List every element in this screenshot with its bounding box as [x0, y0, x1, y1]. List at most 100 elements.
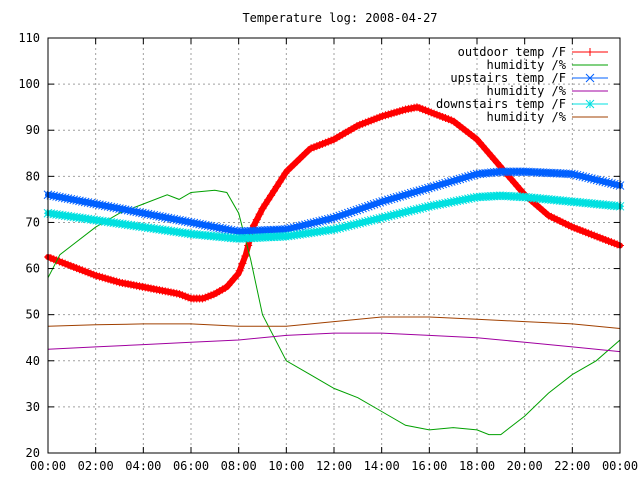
- data-point: [372, 214, 382, 224]
- data-point: [435, 199, 445, 209]
- data-point: [292, 222, 302, 232]
- data-point: [415, 186, 425, 195]
- data-point: [412, 187, 422, 196]
- data-point: [332, 212, 342, 222]
- data-point: [152, 211, 162, 221]
- data-point: [343, 221, 353, 231]
- data-point: [149, 210, 159, 220]
- data-point: [77, 197, 87, 206]
- series-line: [47, 316, 621, 329]
- data-point: [421, 202, 430, 212]
- axis-layer: 20 30 40 50 60 70 80 90 100 110 00:00 02:00 04:00 06:…: [18, 31, 638, 473]
- data-point: [406, 188, 416, 198]
- data-point: [378, 197, 387, 206]
- data-point: [452, 196, 462, 206]
- x-tick-label: 18:00: [459, 459, 495, 473]
- x-tick-label: 00:00: [602, 459, 638, 473]
- data-point: [587, 174, 596, 183]
- data-point: [458, 195, 468, 205]
- data-point: [183, 217, 193, 227]
- legend-item: humidity /%: [487, 84, 608, 98]
- data-point: [241, 251, 250, 260]
- data-point: [363, 216, 373, 226]
- data-point: [372, 198, 382, 208]
- data-point: [361, 202, 370, 212]
- data-point: [441, 198, 450, 208]
- data-point: [338, 210, 347, 220]
- data-point: [455, 196, 465, 205]
- data-point: [215, 223, 224, 233]
- data-point: [278, 173, 287, 182]
- data-point: [438, 179, 448, 189]
- data-point: [418, 185, 428, 195]
- data-point: [318, 216, 327, 225]
- data-point: [415, 204, 425, 213]
- data-point: [178, 216, 187, 226]
- chart-title: Temperature log: 2008-04-27: [242, 11, 437, 25]
- data-point: [424, 183, 433, 193]
- data-point: [389, 210, 399, 220]
- data-point: [203, 221, 213, 231]
- data-point: [341, 222, 350, 231]
- data-point: [103, 202, 113, 211]
- data-point: [383, 211, 393, 221]
- data-point: [55, 192, 64, 202]
- legend-marker: [585, 73, 595, 83]
- data-point: [83, 198, 93, 207]
- y-tick-label: 60: [26, 262, 40, 276]
- series-1: [47, 189, 621, 436]
- data-point: [335, 223, 345, 233]
- data-point: [358, 203, 367, 213]
- data-point: [464, 172, 473, 181]
- data-point: [386, 194, 396, 204]
- data-point: [138, 208, 147, 218]
- data-point: [429, 182, 439, 191]
- data-point: [69, 195, 79, 205]
- data-point: [97, 200, 107, 210]
- data-point: [398, 191, 407, 200]
- data-point: [209, 222, 219, 232]
- data-point: [329, 213, 339, 223]
- x-tick-label: 20:00: [507, 459, 543, 473]
- data-point: [298, 221, 307, 230]
- data-point: [289, 223, 299, 232]
- data-point: [140, 209, 150, 218]
- data-point: [572, 170, 582, 180]
- legend-label: outdoor temp /F: [458, 45, 566, 59]
- data-point: [158, 212, 167, 222]
- data-point: [592, 175, 602, 185]
- data-point: [444, 177, 453, 187]
- data-point: [132, 207, 142, 217]
- data-point: [57, 193, 67, 202]
- data-point: [569, 170, 579, 179]
- data-point: [255, 210, 264, 219]
- data-point: [235, 266, 244, 275]
- x-tick-label: 22:00: [554, 459, 590, 473]
- data-point: [169, 214, 179, 224]
- data-point: [444, 198, 453, 207]
- data-point: [349, 220, 359, 229]
- data-point: [126, 206, 136, 216]
- data-point: [63, 194, 73, 204]
- data-point: [135, 208, 144, 217]
- data-point: [323, 214, 333, 224]
- series-line: [47, 189, 621, 436]
- data-point: [100, 201, 110, 211]
- data-point: [595, 176, 605, 186]
- data-point: [275, 178, 284, 187]
- data-point: [109, 203, 119, 212]
- y-tick-label: 20: [26, 446, 40, 460]
- series-2: [43, 167, 625, 236]
- data-point: [238, 259, 247, 268]
- series-3: [47, 332, 621, 353]
- data-point: [389, 193, 399, 203]
- series-line: [47, 332, 621, 353]
- x-tick-label: 08:00: [221, 459, 257, 473]
- data-point: [166, 214, 176, 223]
- data-point: [464, 194, 473, 204]
- data-point: [604, 178, 613, 188]
- data-point: [426, 182, 436, 192]
